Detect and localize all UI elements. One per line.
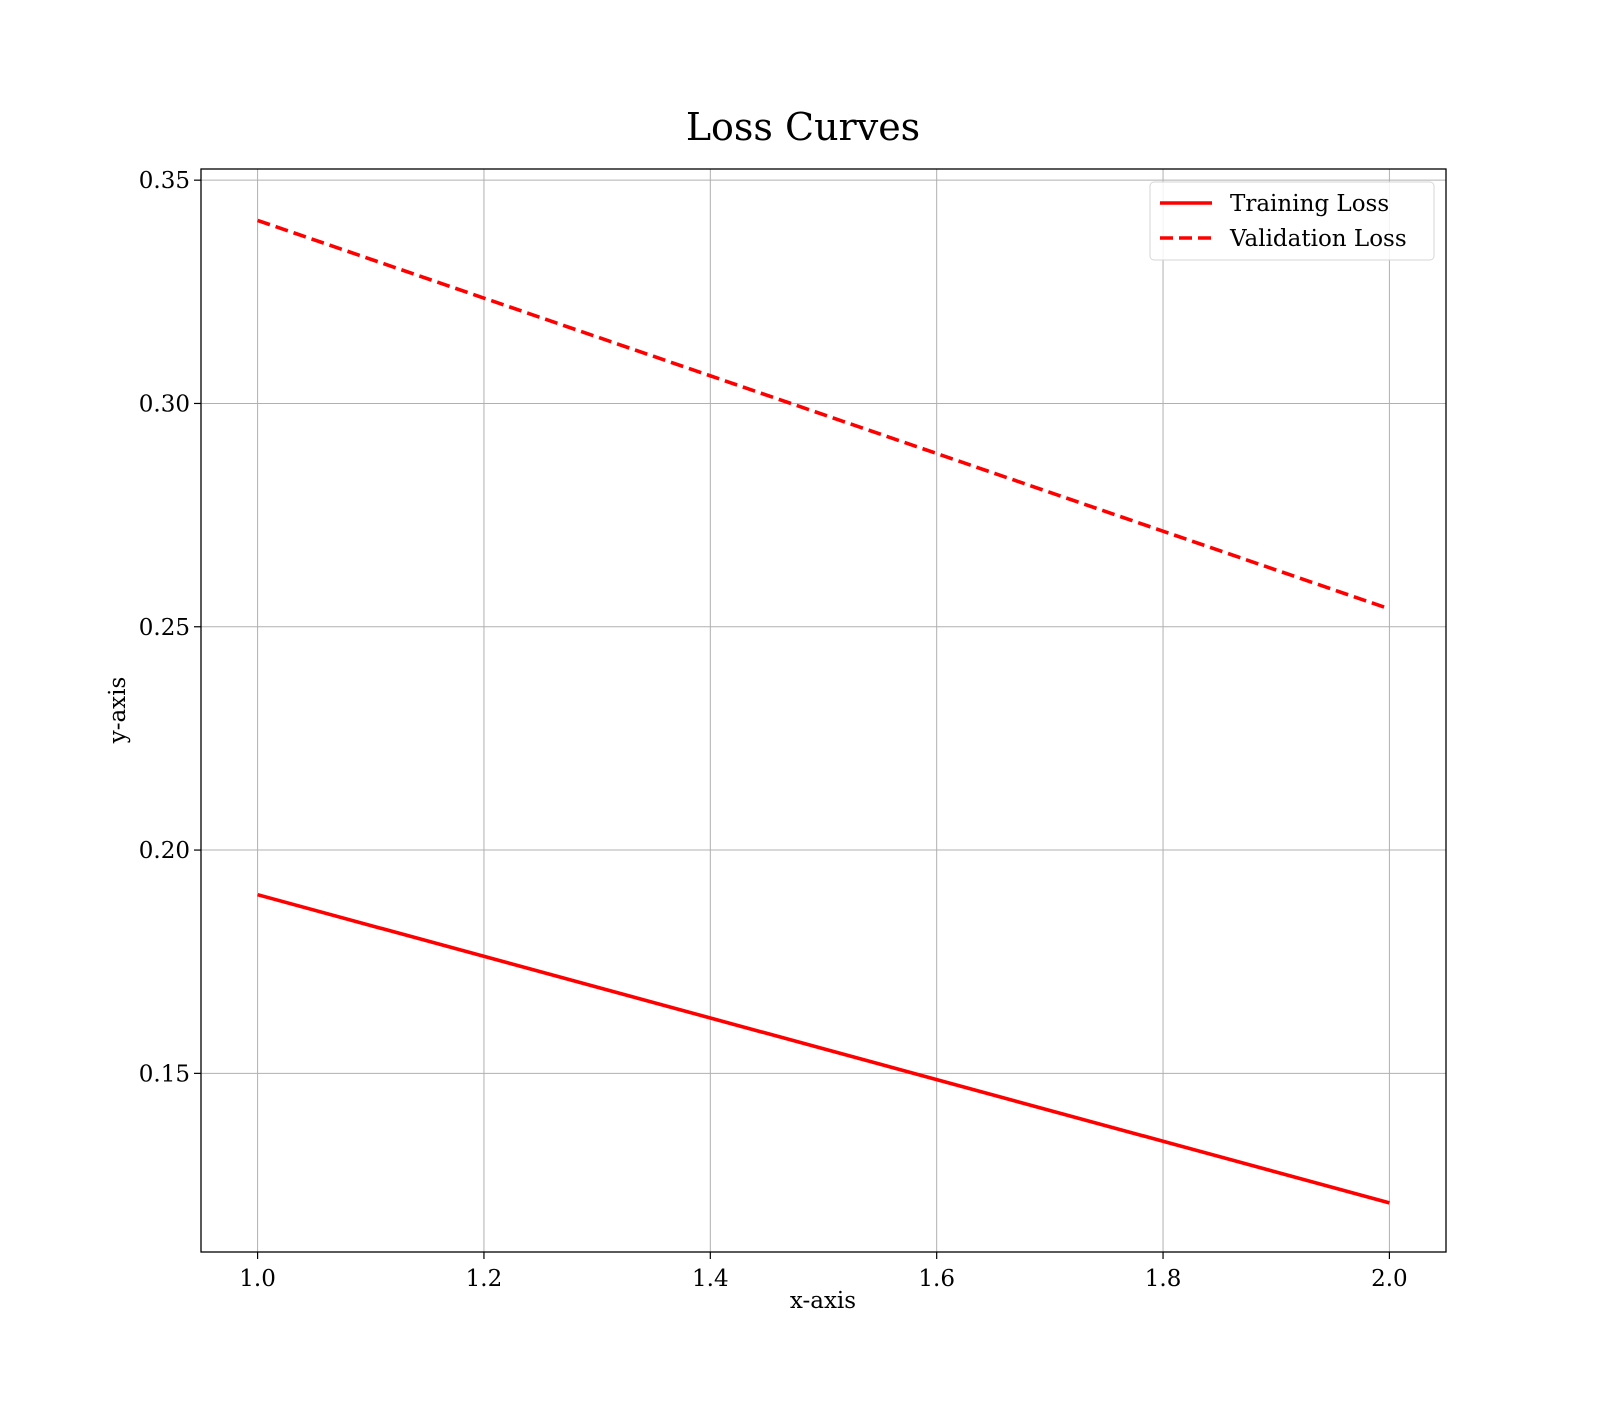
x-axis-label: x-axis (790, 1288, 856, 1314)
legend: Training Loss Validation Loss (1149, 181, 1435, 261)
y-tick-label: 0.15 (139, 1061, 190, 1087)
x-tick-label: 2.0 (1371, 1266, 1408, 1292)
x-tick-label: 1.4 (692, 1266, 729, 1292)
x-tick-label: 1.0 (239, 1266, 276, 1292)
grid (201, 169, 1446, 1252)
plot-area-frame (200, 168, 1447, 1253)
x-tick-label: 1.2 (466, 1266, 503, 1292)
series-lines (257, 218, 1390, 1205)
y-axis-ticks: 0.15 0.20 0.25 0.30 0.35 (139, 168, 201, 1087)
training-loss-line (257, 892, 1390, 1205)
chart-title: Loss Curves (686, 105, 920, 149)
legend-label: Validation Loss (1229, 226, 1407, 252)
x-axis-ticks: 1.0 1.2 1.4 1.6 1.8 2.0 (239, 1252, 1408, 1292)
y-tick-label: 0.25 (139, 615, 190, 641)
legend-box (1149, 181, 1435, 261)
x-tick-label: 1.6 (918, 1266, 955, 1292)
y-tick-label: 0.35 (139, 168, 190, 194)
validation-loss-line (257, 218, 1390, 611)
legend-label: Training Loss (1230, 191, 1389, 217)
y-axis-label: y-axis (105, 677, 131, 745)
y-tick-label: 0.20 (139, 838, 190, 864)
x-tick-label: 1.8 (1145, 1266, 1182, 1292)
y-tick-label: 0.30 (139, 391, 190, 417)
